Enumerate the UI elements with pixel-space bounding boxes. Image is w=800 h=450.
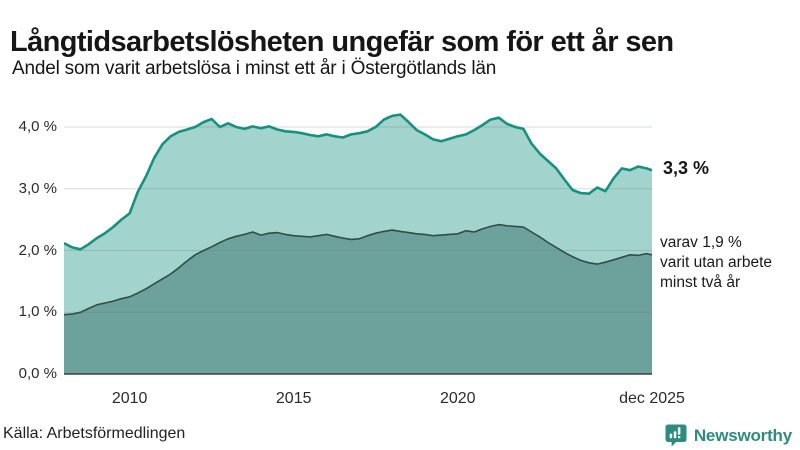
series2-annotation: varav 1,9 % varit utan arbete minst två … bbox=[660, 233, 772, 293]
series2-line bbox=[64, 223, 652, 316]
newsworthy-icon bbox=[665, 424, 687, 447]
y-axis-tick-label: 3,0 % bbox=[18, 179, 57, 197]
y-axis-tick-label: 2,0 % bbox=[18, 241, 57, 259]
annotation-line-2: varit utan arbete bbox=[660, 254, 773, 271]
x-axis-tick-label: dec 2025 bbox=[619, 390, 685, 407]
x-axis-tick-label: 2020 bbox=[439, 390, 476, 407]
page-title: Långtidsarbetslösheten ungefär som för e… bbox=[10, 26, 674, 59]
y-axis-tick-label: 4,0 % bbox=[18, 118, 57, 135]
x-axis-tick-label: 2015 bbox=[275, 390, 312, 407]
series-end-value-label: 3,3 % bbox=[663, 158, 710, 178]
y-axis-tick-label: 1,0 % bbox=[18, 303, 57, 321]
x-axis-tick-label: 2010 bbox=[111, 390, 148, 407]
series1-line bbox=[64, 113, 652, 251]
area-chart bbox=[64, 113, 652, 375]
annotation-line-1: varav 1,9 % bbox=[660, 234, 742, 251]
source-credit: Källa: Arbetsförmedlingen bbox=[3, 425, 186, 442]
chart-subtitle: Andel som varit arbetslösa i minst ett å… bbox=[12, 58, 497, 79]
annotation-line-3: minst två år bbox=[660, 274, 741, 291]
newsworthy-logo[interactable]: Newsworthy bbox=[665, 424, 792, 447]
area-fill-series-2 bbox=[64, 224, 652, 374]
y-axis-tick-label: 0,0 % bbox=[18, 365, 57, 382]
newsworthy-wordmark: Newsworthy bbox=[693, 425, 792, 445]
chart-plot-area bbox=[64, 109, 652, 375]
